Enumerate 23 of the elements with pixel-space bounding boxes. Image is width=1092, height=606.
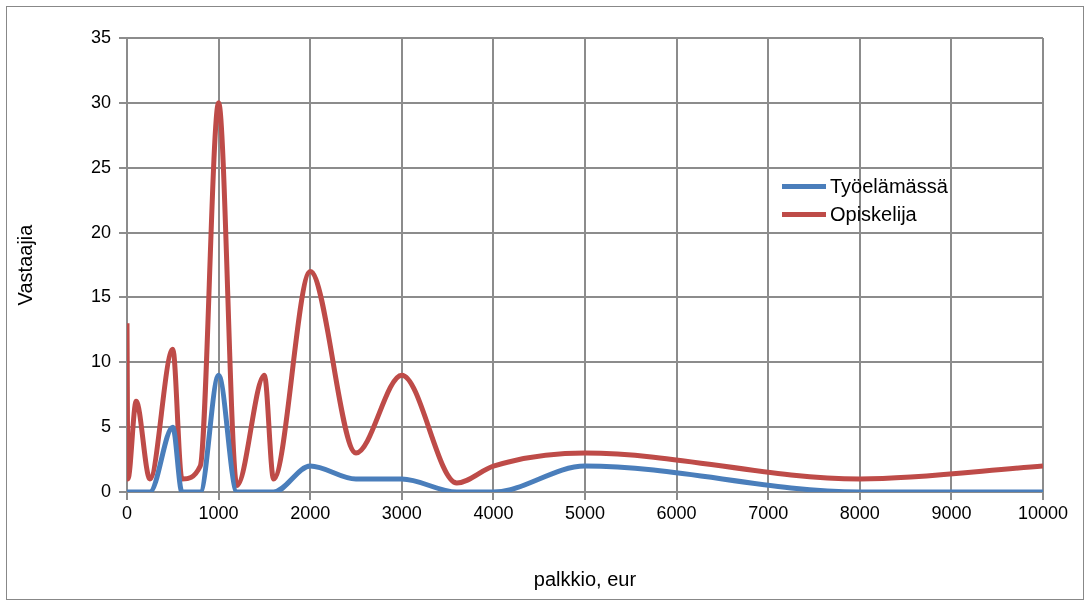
x-tick-label: 5000	[564, 502, 606, 523]
x-tick-label: 0	[121, 502, 133, 523]
x-tick-label: 10000	[1017, 502, 1069, 523]
legend-label: Opiskelija	[830, 202, 917, 226]
x-tick-label: 2000	[290, 502, 331, 523]
x-tick-label: 3000	[381, 502, 422, 523]
y-tick-label: 10	[90, 351, 111, 372]
y-tick-label: 20	[90, 221, 111, 242]
y-tick-label: 15	[90, 286, 111, 307]
x-tick-label: 6000	[656, 502, 697, 523]
y-tick-label: 5	[100, 416, 111, 437]
y-tick-label: 25	[90, 156, 111, 177]
x-tick-label: 8000	[839, 502, 880, 523]
x-tick-label: 1000	[198, 502, 239, 523]
y-tick-label: 30	[90, 91, 111, 112]
y-axis-title: Vastaajia	[13, 223, 36, 306]
x-tick-label: 4000	[473, 502, 514, 523]
y-tick-label: 35	[90, 26, 111, 47]
x-tick-label: 9000	[931, 502, 972, 523]
y-tick-label: 0	[100, 480, 111, 501]
x-tick-label: 7000	[748, 502, 789, 523]
legend-label: Työelämässä	[830, 174, 948, 198]
x-axis-title: palkkio, eur	[533, 567, 637, 590]
